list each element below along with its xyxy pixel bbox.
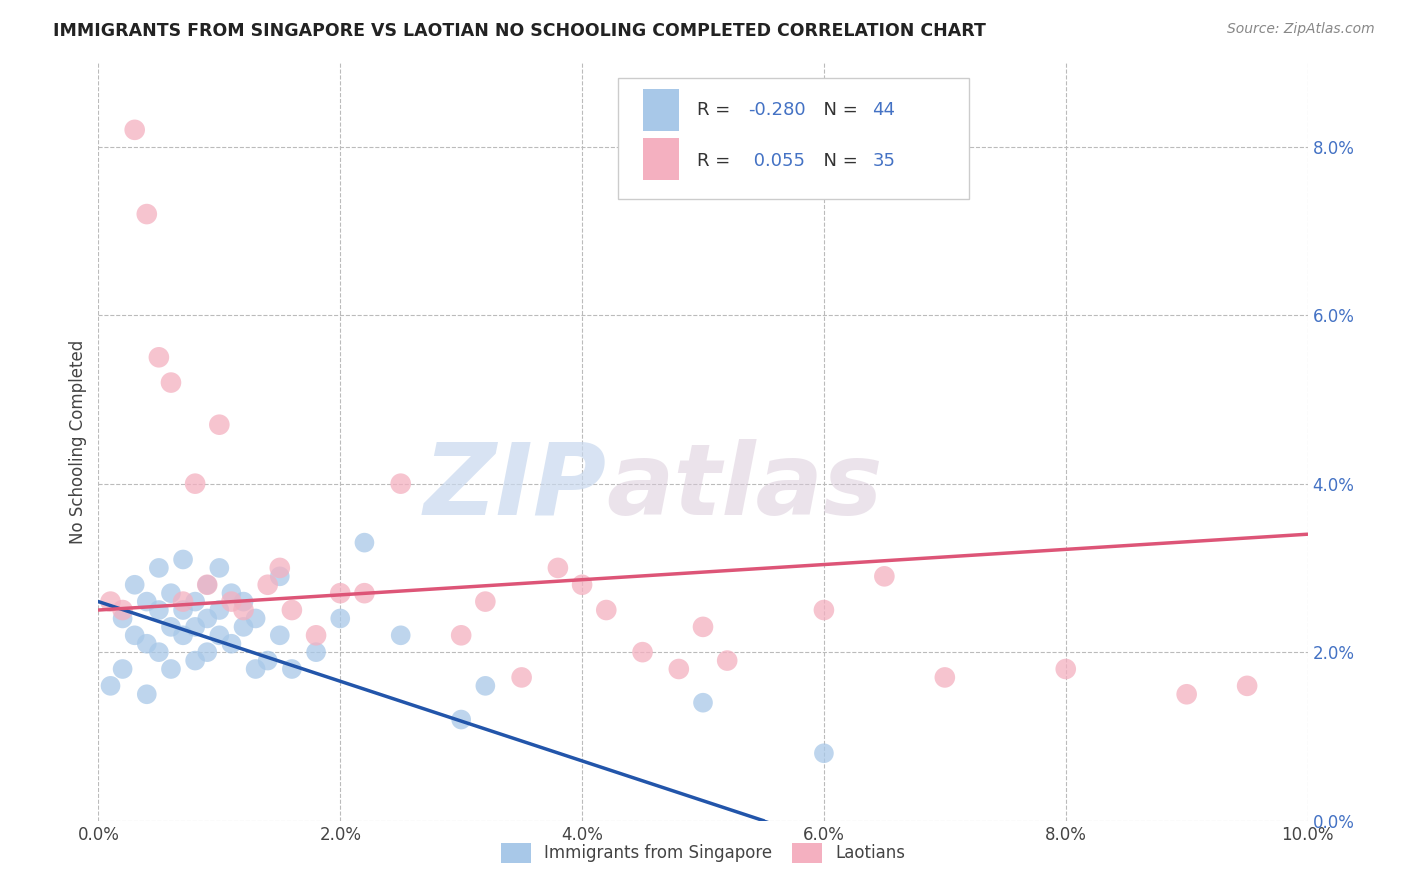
Text: N =: N = (811, 152, 863, 170)
Point (184, 594, 207, 608)
Point (184, 476, 207, 491)
Point (135, 207, 157, 221)
Point (172, 594, 194, 608)
Point (934, 670, 956, 684)
Point (124, 628, 146, 642)
Point (100, 594, 122, 608)
Point (195, 578, 218, 592)
Point (184, 654, 207, 668)
Point (692, 696, 714, 710)
Point (111, 662, 134, 676)
Point (245, 662, 267, 676)
Point (221, 586, 243, 600)
Point (148, 561, 170, 575)
Point (813, 746, 835, 760)
Text: ZIP: ZIP (423, 439, 606, 535)
Point (474, 679, 496, 693)
Point (100, 679, 122, 693)
Point (692, 620, 714, 634)
Point (474, 594, 496, 608)
Point (172, 603, 194, 617)
Text: R =: R = (697, 152, 735, 170)
Legend: Immigrants from Singapore, Laotians: Immigrants from Singapore, Laotians (494, 837, 912, 869)
Point (353, 535, 375, 549)
Point (329, 611, 352, 625)
Point (232, 603, 254, 617)
Point (221, 594, 243, 608)
Point (389, 628, 412, 642)
Point (281, 603, 304, 617)
Point (148, 351, 170, 365)
Point (353, 586, 375, 600)
Y-axis label: No Schooling Completed: No Schooling Completed (69, 340, 87, 543)
Text: Source: ZipAtlas.com: Source: ZipAtlas.com (1227, 22, 1375, 37)
Point (716, 654, 738, 668)
Point (256, 578, 278, 592)
Point (873, 569, 896, 583)
Point (389, 476, 412, 491)
FancyBboxPatch shape (643, 89, 679, 130)
Point (269, 628, 291, 642)
Point (172, 628, 194, 642)
Text: N =: N = (811, 101, 863, 120)
Point (195, 645, 218, 659)
Point (1054, 662, 1077, 676)
Point (195, 611, 218, 625)
Point (232, 594, 254, 608)
Point (160, 620, 183, 634)
FancyBboxPatch shape (643, 138, 679, 180)
Point (813, 603, 835, 617)
Point (148, 645, 170, 659)
Text: 44: 44 (872, 101, 896, 120)
Point (256, 654, 278, 668)
Point (172, 552, 194, 566)
Point (571, 578, 593, 592)
Text: 0.055: 0.055 (748, 152, 804, 170)
Text: atlas: atlas (606, 439, 883, 535)
Point (232, 620, 254, 634)
Point (221, 637, 243, 651)
Point (595, 603, 617, 617)
Point (547, 561, 569, 575)
Point (160, 662, 183, 676)
Point (668, 662, 690, 676)
Text: 35: 35 (872, 152, 896, 170)
Point (450, 628, 472, 642)
Point (135, 637, 157, 651)
FancyBboxPatch shape (619, 78, 969, 199)
Point (510, 670, 533, 684)
Point (450, 713, 472, 727)
Point (1236, 679, 1258, 693)
Point (281, 662, 304, 676)
Point (124, 578, 146, 592)
Point (135, 687, 157, 701)
Point (208, 417, 231, 432)
Point (208, 628, 231, 642)
Point (148, 603, 170, 617)
Point (111, 611, 134, 625)
Point (208, 561, 231, 575)
Text: -0.280: -0.280 (748, 101, 806, 120)
Point (160, 586, 183, 600)
Point (124, 123, 146, 137)
Point (160, 376, 183, 390)
Point (631, 645, 654, 659)
Point (111, 603, 134, 617)
Point (245, 611, 267, 625)
Point (208, 603, 231, 617)
Point (184, 620, 207, 634)
Point (195, 578, 218, 592)
Point (135, 594, 157, 608)
Point (305, 645, 328, 659)
Text: R =: R = (697, 101, 735, 120)
Point (329, 586, 352, 600)
Point (305, 628, 328, 642)
Point (269, 569, 291, 583)
Point (269, 561, 291, 575)
Text: IMMIGRANTS FROM SINGAPORE VS LAOTIAN NO SCHOOLING COMPLETED CORRELATION CHART: IMMIGRANTS FROM SINGAPORE VS LAOTIAN NO … (53, 22, 986, 40)
Point (1175, 687, 1198, 701)
